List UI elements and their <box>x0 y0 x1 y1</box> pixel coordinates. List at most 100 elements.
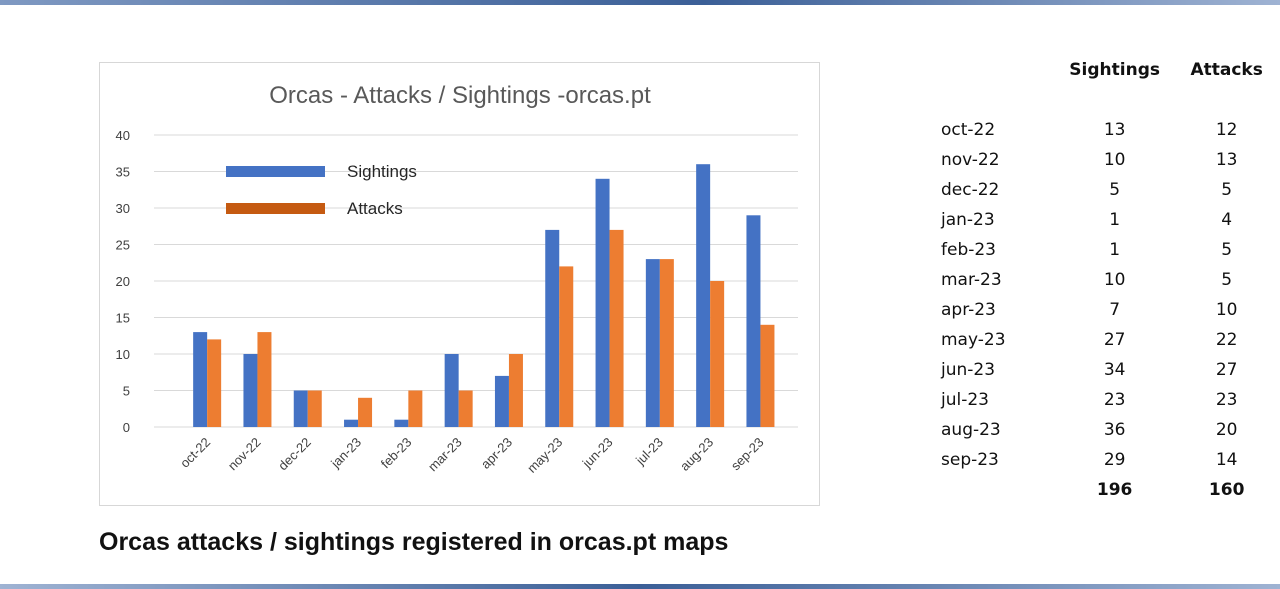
bar-attacks <box>408 390 423 427</box>
table-cell-month: jul-23 <box>941 390 989 410</box>
x-tick-label: dec-22 <box>275 435 314 474</box>
x-tick-label: sep-23 <box>728 435 767 474</box>
table-cell-attacks: 10 <box>1215 300 1238 320</box>
table-header-sightings: Sightings <box>1069 60 1160 80</box>
table-cell-sightings: 7 <box>1109 300 1121 320</box>
legend-swatch-attacks <box>226 203 325 214</box>
bar-sightings <box>645 259 660 427</box>
table-row: aug-23 36 20 <box>928 415 1280 445</box>
table-cell-attacks: 20 <box>1215 420 1238 440</box>
bar-sightings <box>394 419 409 427</box>
table-cell-attacks: 22 <box>1215 330 1238 350</box>
x-tick-label: mar-23 <box>425 435 465 475</box>
legend-label-attacks: Attacks <box>347 199 403 218</box>
table-cell-attacks: 23 <box>1215 390 1238 410</box>
chart-caption: Orcas attacks / sightings registered in … <box>99 528 729 556</box>
chart-container: Orcas - Attacks / Sightings -orcas.pt 0 5… <box>99 62 820 506</box>
table-total-row: 196 160 <box>928 475 1280 505</box>
x-tick-label: oct-22 <box>177 435 213 471</box>
table-cell-month: may-23 <box>941 330 1006 350</box>
y-tick-label: 0 <box>123 420 130 435</box>
table-cell-month: nov-22 <box>941 150 1000 170</box>
y-tick-label: 35 <box>116 165 130 180</box>
top-accent-bar <box>0 0 1280 5</box>
bar-attacks <box>760 324 775 427</box>
table-cell-month: oct-22 <box>941 120 996 140</box>
table-cell-sightings: 34 <box>1103 360 1126 380</box>
table-cell-month <box>928 475 1056 505</box>
bar-attacks <box>559 266 574 427</box>
table-cell-attacks: 160 <box>1208 480 1245 500</box>
bar-attacks <box>710 281 725 427</box>
bar-sightings <box>494 375 509 427</box>
table-cell-attacks: 13 <box>1215 150 1238 170</box>
table-cell-sightings: 23 <box>1103 390 1126 410</box>
table-cell-month: apr-23 <box>941 300 996 320</box>
chart-title: Orcas - Attacks / Sightings -orcas.pt <box>269 82 651 109</box>
table-cell-attacks: 12 <box>1215 120 1238 140</box>
bar-sightings <box>696 164 711 427</box>
table-cell-attacks: 27 <box>1215 360 1238 380</box>
bar-attacks <box>257 332 272 427</box>
bar-sightings <box>344 419 359 427</box>
x-tick-label: feb-23 <box>378 435 415 472</box>
y-tick-label: 20 <box>116 274 130 289</box>
table-header-attacks: Attacks <box>1190 60 1263 80</box>
table-row: may-23 27 22 <box>928 325 1280 355</box>
table-cell-sightings: 10 <box>1103 150 1126 170</box>
x-tick-label: apr-23 <box>478 435 515 472</box>
bar-sightings <box>293 390 308 427</box>
table-row: oct-22 13 12 <box>928 115 1280 145</box>
table-cell-sightings: 29 <box>1103 450 1126 470</box>
bar-attacks <box>508 354 523 427</box>
table-cell-attacks: 5 <box>1221 270 1233 290</box>
table-cell-month: sep-23 <box>941 450 999 470</box>
y-tick-label: 15 <box>116 311 130 326</box>
table-row: sep-23 29 14 <box>928 445 1280 475</box>
table-cell-sightings: 27 <box>1103 330 1126 350</box>
table-row: dec-22 5 5 <box>928 175 1280 205</box>
y-tick-label: 25 <box>116 238 130 253</box>
table-cell-sightings: 10 <box>1103 270 1126 290</box>
table-cell-sightings: 1 <box>1109 240 1121 260</box>
bar-attacks <box>659 259 674 427</box>
bar-attacks <box>307 390 322 427</box>
table-row: jun-23 34 27 <box>928 355 1280 385</box>
table-cell-attacks: 5 <box>1221 180 1233 200</box>
y-tick-label: 10 <box>116 347 130 362</box>
legend-label-sightings: Sightings <box>347 162 417 181</box>
table-cell-attacks: 5 <box>1221 240 1233 260</box>
table-row: jul-23 23 23 <box>928 385 1280 415</box>
bar-chart: Orcas - Attacks / Sightings -orcas.pt 0 5… <box>116 82 798 476</box>
x-tick-label: may-23 <box>524 435 565 476</box>
data-table: Sightings Attacks oct-22 13 12 nov-22 10 13 de… <box>928 60 1280 505</box>
table-spacer <box>928 90 1280 115</box>
table-cell-month: mar-23 <box>941 270 1002 290</box>
x-tick-label: jun-23 <box>579 435 616 472</box>
table-cell-month: aug-23 <box>941 420 1001 440</box>
table-cell-sightings: 1 <box>1109 210 1121 230</box>
x-tick-label: aug-23 <box>677 435 716 474</box>
x-tick-label: nov-22 <box>225 435 264 474</box>
bar-sightings <box>746 215 761 427</box>
x-tick-label: jan-23 <box>327 435 364 472</box>
table-cell-attacks: 14 <box>1215 450 1238 470</box>
bar-sightings <box>193 332 208 427</box>
bottom-accent-bar <box>0 584 1280 589</box>
x-tick-label: jul-23 <box>632 435 666 469</box>
table-header-month <box>928 60 1056 90</box>
bar-attacks <box>458 390 473 427</box>
bar-sightings <box>595 178 610 427</box>
table-cell-attacks: 4 <box>1221 210 1233 230</box>
table-cell-month: jun-23 <box>941 360 996 380</box>
bar-sightings <box>243 354 258 427</box>
table-row: nov-22 10 13 <box>928 145 1280 175</box>
y-tick-label: 30 <box>116 201 130 216</box>
table-row: jan-23 1 4 <box>928 205 1280 235</box>
table-cell-month: dec-22 <box>941 180 1000 200</box>
table-cell-sightings: 196 <box>1096 480 1133 500</box>
table-header-row: Sightings Attacks <box>928 60 1280 90</box>
table-row: apr-23 7 10 <box>928 295 1280 325</box>
table-cell-month: jan-23 <box>941 210 995 230</box>
table-row: mar-23 10 5 <box>928 265 1280 295</box>
